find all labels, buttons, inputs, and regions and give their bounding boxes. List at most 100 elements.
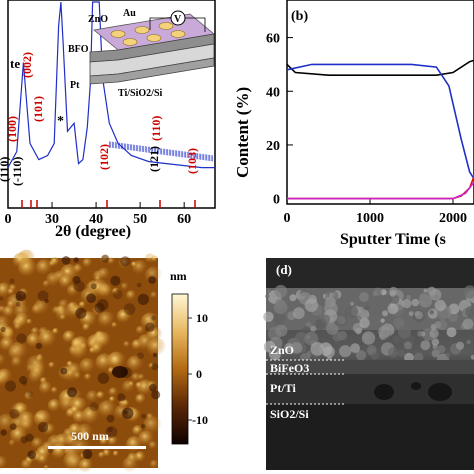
afm-grain — [126, 355, 144, 373]
afm-grain — [128, 381, 135, 388]
afm-grain — [7, 288, 15, 296]
depth-profile-line-0 — [286, 59, 474, 76]
layer-boundaries — [266, 359, 345, 405]
afm-grain — [127, 452, 139, 465]
sem-grain — [446, 327, 457, 338]
afm-valley — [97, 372, 110, 384]
panel-a-label-fragment: te — [10, 56, 20, 71]
sem-grain — [350, 343, 360, 353]
panel-b-frame — [286, 0, 474, 205]
afm-grain — [26, 355, 47, 375]
afm-valley — [72, 276, 81, 284]
sem-grain — [437, 345, 446, 354]
panel-b-x-tick-label: 0 — [284, 211, 291, 226]
panel-b-y-tick-label: 40 — [266, 85, 280, 100]
sem-grain — [359, 317, 370, 329]
sem-grain — [414, 311, 424, 320]
afm-grain — [151, 255, 159, 263]
afm-grain — [81, 406, 101, 426]
sem-grain — [266, 289, 272, 294]
sem-grain — [361, 331, 376, 345]
peak-label-minus110: (-110) — [10, 157, 24, 186]
afm-valley — [151, 315, 157, 321]
sem-grain — [290, 342, 303, 354]
inset-label-pt: Pt — [70, 80, 80, 91]
reference-ticks — [21, 200, 196, 208]
sem-grain — [387, 303, 399, 315]
sem-grain — [326, 322, 339, 335]
sem-grain — [270, 346, 278, 354]
afm-grain — [91, 332, 109, 351]
afm-grain — [123, 340, 131, 349]
afm-valley — [61, 256, 71, 265]
afm-grain — [146, 413, 154, 421]
afm-valley — [9, 409, 20, 419]
sem-grain — [389, 290, 397, 297]
layer-label-sio2-si: SiO2/Si — [270, 407, 309, 421]
afm-valley — [89, 402, 99, 412]
afm-grain — [36, 453, 50, 466]
sem-grain — [304, 331, 319, 346]
afm-grain — [148, 441, 158, 451]
afm-valley — [123, 410, 128, 415]
afm-grain — [70, 337, 84, 351]
colorbar-unit: nm — [170, 269, 187, 283]
afm-grain — [35, 259, 53, 277]
afm-valley — [90, 283, 97, 290]
colorbar — [171, 293, 189, 445]
afm-valley — [15, 290, 27, 302]
afm-valley — [9, 278, 15, 284]
afm-grain — [70, 405, 81, 416]
peak-label-110-bfo: (110) — [0, 157, 11, 182]
afm-grain — [59, 275, 74, 290]
afm-grain — [50, 257, 60, 267]
afm-valley — [140, 423, 146, 429]
afm-grain — [0, 354, 7, 367]
afm-valley — [120, 256, 131, 267]
sem-grain — [470, 355, 474, 360]
sem-grain — [310, 325, 317, 332]
afm-grain — [135, 381, 144, 390]
panel-b-curves — [286, 59, 474, 200]
afm-grain — [42, 280, 51, 288]
afm-valley — [86, 293, 96, 304]
panel-b-xlabel: Sputter Time (s — [340, 231, 446, 248]
afm-valley — [137, 293, 150, 306]
colorbar-tick-minus10: -10 — [192, 413, 208, 427]
afm-grain — [84, 373, 92, 381]
sem-grain — [429, 329, 439, 339]
sem-grain — [350, 301, 355, 306]
afm-valley — [151, 390, 161, 400]
afm-valley — [101, 254, 109, 263]
sem-grain — [411, 298, 420, 307]
sem-grain — [320, 314, 331, 324]
sem-grain — [417, 330, 424, 337]
sem-grain — [339, 345, 352, 358]
panel-a-x-tick-label: 60 — [177, 212, 191, 227]
afm-valley — [152, 352, 158, 358]
sem-grain — [364, 305, 370, 311]
afm-valley — [26, 391, 33, 398]
sem-grain — [462, 318, 474, 330]
afm-grain — [80, 430, 90, 441]
panel-a-x-tick-label: 0 — [5, 212, 12, 227]
afm-grain — [82, 257, 93, 269]
sem-grain — [380, 318, 385, 323]
panel-a-xrd: 0 30 40 50 60 te (100) (110) (-110) (002) (1… — [0, 0, 216, 240]
sem-grain — [456, 341, 465, 350]
afm-valley — [107, 427, 113, 432]
sem-grain — [382, 310, 388, 317]
afm-valley — [27, 450, 37, 460]
afm-grain — [67, 301, 78, 311]
afm-grain — [101, 254, 111, 263]
sem-grain — [289, 294, 297, 302]
sem-grain — [274, 284, 288, 298]
afm-grain — [78, 301, 87, 309]
inset-label-zno: ZnO — [88, 14, 108, 25]
afm-grain — [116, 309, 132, 325]
depth-profile-line-2 — [287, 174, 474, 200]
panel-a-xlabel: 2θ (degree) — [55, 223, 131, 240]
afm-grain — [147, 338, 167, 358]
sem-grain — [429, 309, 435, 315]
